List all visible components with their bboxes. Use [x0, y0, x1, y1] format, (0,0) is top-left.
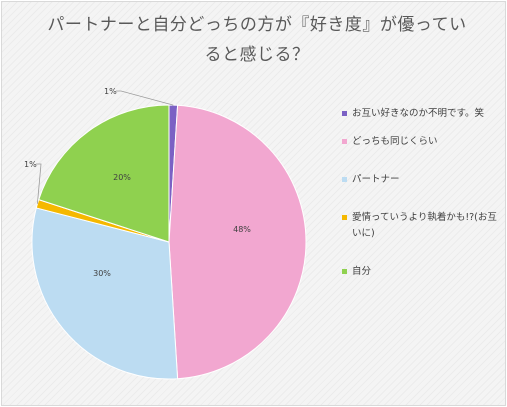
legend-swatch — [342, 215, 347, 220]
data-label: 1% — [24, 160, 37, 169]
legend-swatch — [342, 111, 347, 116]
data-label: 30% — [93, 269, 111, 278]
legend-label: 自分 — [352, 266, 372, 277]
legend-item: お互い好きなのか不明です。笑 — [342, 106, 502, 122]
legend-label: パートナー — [352, 174, 400, 185]
legend-item: パートナー — [342, 172, 502, 188]
data-label: 48% — [233, 225, 251, 234]
legend: お互い好きなのか不明です。笑 どっちも同じくらい パートナー愛情っていうより執着かも… — [342, 106, 502, 280]
data-label: 1% — [104, 87, 117, 96]
pie-slice — [168, 104, 307, 380]
pie-slice — [38, 104, 170, 243]
legend-swatch — [342, 269, 347, 274]
leader-line — [36, 163, 42, 204]
legend-swatch — [342, 177, 347, 182]
legend-label: 愛情っていうより執着かも!?(お互いに) — [352, 212, 497, 239]
legend-label: お互い好きなのか不明です。笑 — [352, 108, 485, 119]
leader-line — [116, 90, 174, 106]
legend-swatch — [342, 139, 347, 144]
legend-item: どっちも同じくらい — [342, 134, 502, 150]
legend-item: 愛情っていうより執着かも!?(お互いに) — [342, 210, 502, 242]
pie-slice — [31, 207, 179, 380]
data-label: 20% — [113, 173, 131, 182]
legend-label: どっちも同じくらい — [352, 136, 438, 147]
chart-title: パートナーと自分どっちの方が『好き度』が優ってい ると感じる？ — [47, 15, 467, 65]
legend-item: 自分 — [342, 264, 502, 280]
